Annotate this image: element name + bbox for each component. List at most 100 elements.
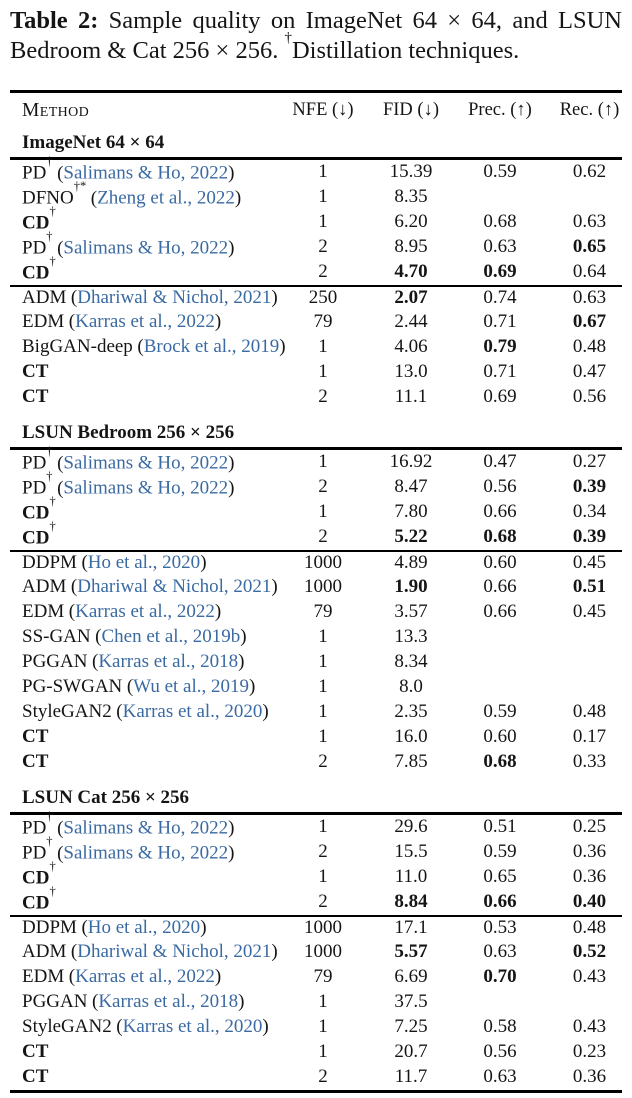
method-cell: PD† (Salimans & Ho, 2022) bbox=[10, 809, 279, 839]
nfe-cell: 1 bbox=[318, 1041, 328, 1063]
nfe-cell: 1 bbox=[318, 726, 328, 748]
paren-open: ( bbox=[68, 311, 76, 333]
citation-link[interactable]: Karras et al., 2018 bbox=[98, 991, 239, 1013]
method-name: PGGAN bbox=[22, 991, 88, 1013]
paren-open: ( bbox=[126, 676, 134, 698]
method-name: BigGAN-deep bbox=[22, 336, 133, 358]
paren-close: ) bbox=[200, 552, 207, 574]
method-name: ADM bbox=[22, 287, 67, 309]
method-cell: PD† (Salimans & Ho, 2022) bbox=[10, 444, 279, 474]
method-name: StyleGAN2 bbox=[22, 1016, 112, 1038]
method-name: PD bbox=[22, 237, 47, 259]
method-cell: ADM (Dhariwal & Nichol, 2021) bbox=[10, 576, 279, 598]
citation-link[interactable]: Dhariwal & Nichol, 2021 bbox=[77, 576, 272, 598]
rec-cell: 0.62 bbox=[572, 161, 607, 183]
rec-cell: 0.27 bbox=[572, 451, 607, 473]
method-name: CT bbox=[22, 726, 49, 748]
table-row: SS-GAN (Chen et al., 2019b) 1 13.3 bbox=[10, 625, 622, 650]
rec-cell: 0.48 bbox=[572, 336, 607, 358]
fid-cell: 2.35 bbox=[394, 701, 428, 723]
citation-link[interactable]: Karras et al., 2022 bbox=[75, 311, 215, 333]
method-cell: EDM (Karras et al., 2022) bbox=[10, 311, 279, 333]
method-name: DDPM bbox=[22, 917, 77, 939]
paren-open: ( bbox=[68, 966, 76, 988]
paren-close: ) bbox=[228, 842, 235, 864]
method-cell: ADM (Dhariwal & Nichol, 2021) bbox=[10, 287, 279, 309]
citation-link[interactable]: Brock et al., 2019 bbox=[143, 336, 280, 358]
nfe-cell: 1 bbox=[318, 451, 328, 473]
prec-cell: 0.53 bbox=[483, 917, 517, 939]
table-row: ADM (Dhariwal & Nichol, 2021) 1000 5.57 0… bbox=[10, 940, 622, 965]
prec-cell: 0.63 bbox=[483, 941, 517, 963]
citation-link[interactable]: Zheng et al., 2022 bbox=[97, 187, 235, 209]
fid-cell: 15.39 bbox=[389, 161, 433, 183]
prec-cell: 0.68 bbox=[483, 751, 517, 773]
nfe-cell: 1 bbox=[318, 361, 328, 383]
method-name: CD bbox=[22, 262, 50, 284]
table-row: CT 1 16.0 0.60 0.17 bbox=[10, 725, 622, 750]
table-row: CT 1 20.7 0.56 0.23 bbox=[10, 1040, 622, 1065]
citation-link[interactable]: Karras et al., 2022 bbox=[75, 601, 215, 623]
paren-close: ) bbox=[240, 626, 247, 648]
method-cell: EDM (Karras et al., 2022) bbox=[10, 601, 279, 623]
paren-open: ( bbox=[70, 576, 78, 598]
citation-link[interactable]: Dhariwal & Nichol, 2021 bbox=[77, 287, 272, 309]
citation-link[interactable]: Wu et al., 2019 bbox=[133, 676, 250, 698]
citation-link[interactable]: Salimans & Ho, 2022 bbox=[63, 452, 229, 474]
citation-link[interactable]: Dhariwal & Nichol, 2021 bbox=[77, 941, 272, 963]
fid-cell: 5.22 bbox=[394, 526, 428, 548]
caption-footnote: Distillation techniques. bbox=[291, 37, 520, 65]
method-cell: DFNO†*(Zheng et al., 2022) bbox=[10, 179, 279, 209]
citation-link[interactable]: Salimans & Ho, 2022 bbox=[63, 817, 229, 839]
rec-cell: 0.48 bbox=[572, 917, 607, 939]
table-caption: Table 2: Sample quality on ImageNet 64 ×… bbox=[10, 6, 622, 67]
method-cell: PD† (Salimans & Ho, 2022) bbox=[10, 154, 279, 184]
paren-close: ) bbox=[271, 576, 278, 598]
rec-cell: 0.63 bbox=[572, 287, 607, 309]
method-cell: DDPM (Ho et al., 2020) bbox=[10, 917, 279, 939]
table-row: PG-SWGAN (Wu et al., 2019) 1 8.0 bbox=[10, 675, 622, 700]
dagger-superscript: † bbox=[49, 859, 56, 874]
method-cell: PGGAN (Karras et al., 2018) bbox=[10, 991, 279, 1013]
fid-cell: 37.5 bbox=[394, 991, 428, 1013]
citation-link[interactable]: Salimans & Ho, 2022 bbox=[63, 477, 229, 499]
table-row: EDM (Karras et al., 2022) 79 3.57 0.66 0.… bbox=[10, 600, 622, 625]
table-row: PD† (Salimans & Ho, 2022) 2 8.95 0.63 0.6… bbox=[10, 229, 622, 260]
nfe-cell: 1 bbox=[318, 186, 328, 208]
citation-link[interactable]: Ho et al., 2020 bbox=[87, 552, 201, 574]
citation-link[interactable]: Chen et al., 2019b bbox=[101, 626, 241, 648]
rec-cell: 0.34 bbox=[572, 501, 607, 523]
method-cell: PD† (Salimans & Ho, 2022) bbox=[10, 469, 279, 499]
section-header-lsun-cat: LSUN Cat 256 × 256 bbox=[10, 784, 622, 815]
rec-cell: 0.33 bbox=[572, 751, 607, 773]
citation-link[interactable]: Salimans & Ho, 2022 bbox=[63, 237, 229, 259]
dagger-superscript: † bbox=[49, 204, 56, 219]
fid-cell: 11.7 bbox=[394, 1066, 428, 1088]
method-cell: CT bbox=[10, 751, 279, 773]
dagger-superscript: † bbox=[46, 229, 53, 244]
method-name: PG-SWGAN bbox=[22, 676, 123, 698]
rec-cell: 0.67 bbox=[572, 311, 607, 333]
table-row: EDM (Karras et al., 2022) 79 2.44 0.71 0.… bbox=[10, 310, 622, 335]
citation-link[interactable]: Karras et al., 2020 bbox=[122, 1016, 263, 1038]
citation-link[interactable]: Karras et al., 2018 bbox=[98, 651, 239, 673]
citation-link[interactable]: Karras et al., 2022 bbox=[75, 966, 215, 988]
table-row: CT 2 11.1 0.69 0.56 bbox=[10, 385, 622, 410]
fid-cell: 7.80 bbox=[394, 501, 428, 523]
paren-open: ( bbox=[70, 287, 78, 309]
method-cell: StyleGAN2 (Karras et al., 2020) bbox=[10, 701, 279, 723]
table-row: CD† 1 6.20 0.68 0.63 bbox=[10, 204, 622, 235]
citation-link[interactable]: Salimans & Ho, 2022 bbox=[63, 162, 229, 184]
method-name: PD bbox=[22, 817, 47, 839]
citation-link[interactable]: Ho et al., 2020 bbox=[87, 917, 201, 939]
prec-cell: 0.65 bbox=[483, 866, 517, 888]
fid-cell: 8.84 bbox=[394, 891, 428, 913]
method-cell: PGGAN (Karras et al., 2018) bbox=[10, 651, 279, 673]
rec-cell: 0.39 bbox=[572, 526, 607, 548]
fid-cell: 29.6 bbox=[394, 816, 428, 838]
citation-link[interactable]: Karras et al., 2020 bbox=[122, 701, 263, 723]
fid-cell: 20.7 bbox=[394, 1041, 428, 1063]
method-cell: CT bbox=[10, 361, 279, 383]
citation-link[interactable]: Salimans & Ho, 2022 bbox=[63, 842, 229, 864]
paren-open: ( bbox=[57, 237, 64, 259]
